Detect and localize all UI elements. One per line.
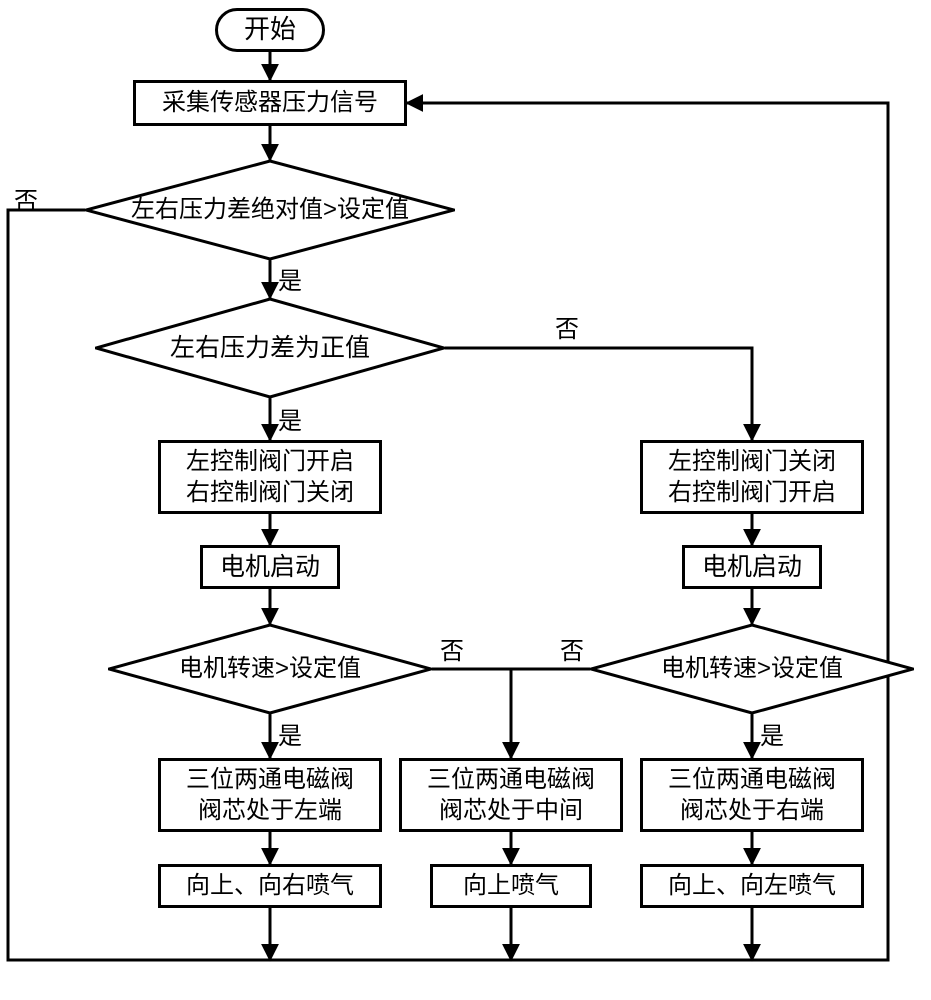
node-label: 向上、向右喷气 (186, 870, 354, 901)
node-rspeed: 电机转速>设定值 (590, 624, 914, 714)
node-outU: 向上喷气 (430, 864, 592, 908)
node-diff: 左右压力差绝对值>设定值 (85, 160, 455, 260)
node-label: 三位两通电磁阀 阀芯处于中间 (427, 764, 595, 826)
node-label: 三位两通电磁阀 阀芯处于左端 (186, 764, 354, 826)
node-lspeed: 电机转速>设定值 (108, 624, 432, 714)
node-lvopen: 左控制阀门开启 右控制阀门关闭 (158, 440, 382, 514)
node-label: 向上喷气 (463, 870, 559, 901)
node-label: 电机启动 (702, 551, 802, 584)
node-pos: 左右压力差为正值 (95, 298, 445, 398)
node-label: 开始 (244, 13, 296, 47)
edge-label-pos_yes: 是 (278, 410, 302, 434)
node-label: 左控制阀门开启 右控制阀门关闭 (186, 446, 354, 508)
edge-label-rspd_no: 否 (560, 640, 584, 664)
node-label: 左控制阀门关闭 右控制阀门开启 (668, 446, 836, 508)
node-label: 左右压力差绝对值>设定值 (125, 194, 415, 225)
node-label: 电机转速>设定值 (655, 653, 849, 684)
node-svleft: 三位两通电磁阀 阀芯处于左端 (158, 758, 382, 832)
node-start: 开始 (215, 8, 325, 52)
node-rmotor: 电机启动 (682, 545, 822, 589)
node-rvopen: 左控制阀门关闭 右控制阀门开启 (640, 440, 864, 514)
node-collect: 采集传感器压力信号 (133, 80, 407, 126)
node-label: 三位两通电磁阀 阀芯处于右端 (668, 764, 836, 826)
node-outUL: 向上、向左喷气 (640, 864, 864, 908)
node-svmid: 三位两通电磁阀 阀芯处于中间 (399, 758, 623, 832)
node-svright: 三位两通电磁阀 阀芯处于右端 (640, 758, 864, 832)
edge-label-diff_no: 否 (14, 190, 38, 214)
node-outUR: 向上、向右喷气 (158, 864, 382, 908)
edge-label-pos_no: 否 (555, 318, 579, 342)
node-label: 向上、向左喷气 (668, 870, 836, 901)
flowchart-canvas: 开始采集传感器压力信号左右压力差绝对值>设定值左右压力差为正值左控制阀门开启 右… (0, 0, 931, 1000)
node-label: 电机启动 (220, 551, 320, 584)
edge-label-diff_yes: 是 (278, 270, 302, 294)
node-lmotor: 电机启动 (200, 545, 340, 589)
node-label: 电机转速>设定值 (173, 653, 367, 684)
node-label: 左右压力差为正值 (164, 332, 376, 365)
edge-label-lspd_no: 否 (440, 640, 464, 664)
node-label: 采集传感器压力信号 (162, 87, 378, 118)
edge-label-rspd_yes: 是 (760, 725, 784, 749)
edge-label-lspd_yes: 是 (278, 725, 302, 749)
